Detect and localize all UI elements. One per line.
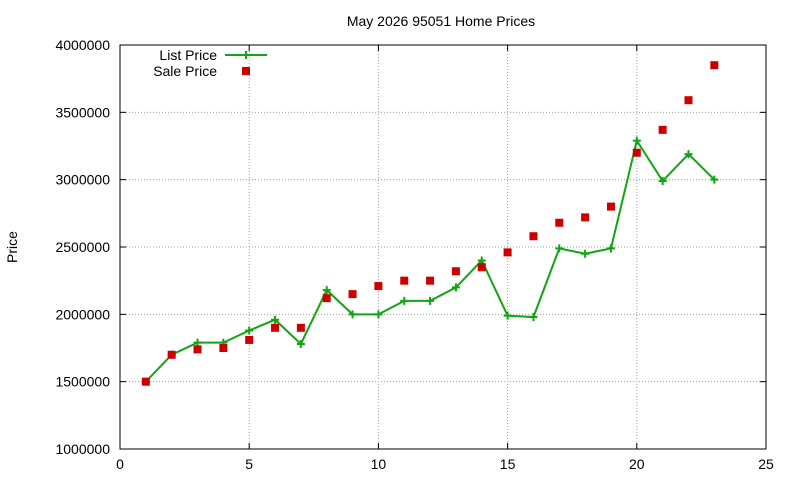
legend-label: List Price (159, 47, 217, 63)
sale-price-point (400, 276, 409, 285)
list-price-point (400, 296, 409, 305)
sale-price-point (348, 290, 357, 299)
sale-price-point (271, 323, 280, 332)
x-tick-label: 20 (629, 456, 645, 472)
sale-price-point (632, 148, 641, 157)
list-price-point (193, 338, 202, 347)
sale-price-point (219, 344, 228, 352)
sale-price-point (503, 248, 512, 257)
sale-price-point (710, 61, 719, 70)
y-tick-label: 1000000 (55, 441, 110, 457)
list-price-point (606, 244, 615, 253)
series (141, 61, 719, 386)
sale-price-point (477, 263, 486, 272)
sale-price-point (684, 96, 693, 105)
sale-price-point (581, 213, 590, 222)
list-price-point (684, 150, 693, 159)
list-price-line (145, 138, 716, 383)
list-price-point (322, 286, 331, 295)
legend-point-sample (242, 51, 250, 59)
sale-price-point (529, 232, 538, 241)
grid (120, 45, 766, 449)
list-price-point (296, 339, 305, 348)
list-price-point (374, 310, 383, 319)
y-axis-label: Price (4, 231, 20, 263)
sale-price-point (141, 377, 150, 386)
x-tick-label: 5 (245, 456, 253, 472)
y-tick-label: 2000000 (55, 306, 110, 322)
sale-price-point (322, 294, 331, 303)
list-price-point (529, 313, 538, 322)
y-tick-label: 2500000 (55, 239, 110, 255)
y-tick-label: 3500000 (55, 104, 110, 120)
sale-price-point (555, 218, 564, 227)
legend-point-sample (242, 67, 250, 75)
y-tick-label: 3000000 (55, 172, 110, 188)
list-price-point (426, 296, 435, 305)
sale-price-point (426, 276, 435, 285)
list-price-point (451, 283, 460, 292)
list-price-point (348, 310, 357, 319)
y-tick-label: 4000000 (55, 37, 110, 53)
sale-price-point (167, 350, 176, 359)
axis-ticks: 0 5 10 15 20 25 1000000 1500000 2000000 2500000 30… (55, 37, 774, 472)
x-tick-label: 0 (116, 456, 124, 472)
x-tick-label: 15 (500, 456, 516, 472)
chart-title: May 2026 95051 Home Prices (347, 13, 535, 29)
sale-price-point (451, 267, 460, 276)
list-price-point (271, 315, 280, 324)
list-price-point (710, 175, 719, 184)
sale-price-point (193, 345, 202, 354)
sale-price-point (658, 125, 667, 134)
sale-price-point (374, 282, 383, 291)
sale-price-point (606, 202, 615, 211)
legend-label: Sale Price (153, 63, 217, 79)
list-price-point (503, 311, 512, 320)
sale-price-point (296, 323, 305, 332)
list-price-point (632, 136, 641, 145)
list-price-point (245, 326, 254, 335)
series-0 (141, 136, 719, 386)
list-price-point (477, 256, 486, 265)
x-tick-label: 10 (371, 456, 387, 472)
list-price-point (581, 249, 590, 258)
sale-price-point (245, 335, 254, 344)
x-tick-label: 25 (758, 456, 774, 472)
series-1 (141, 61, 719, 386)
y-tick-label: 1500000 (55, 374, 110, 390)
list-price-point (658, 177, 667, 186)
list-price-point (555, 244, 564, 253)
